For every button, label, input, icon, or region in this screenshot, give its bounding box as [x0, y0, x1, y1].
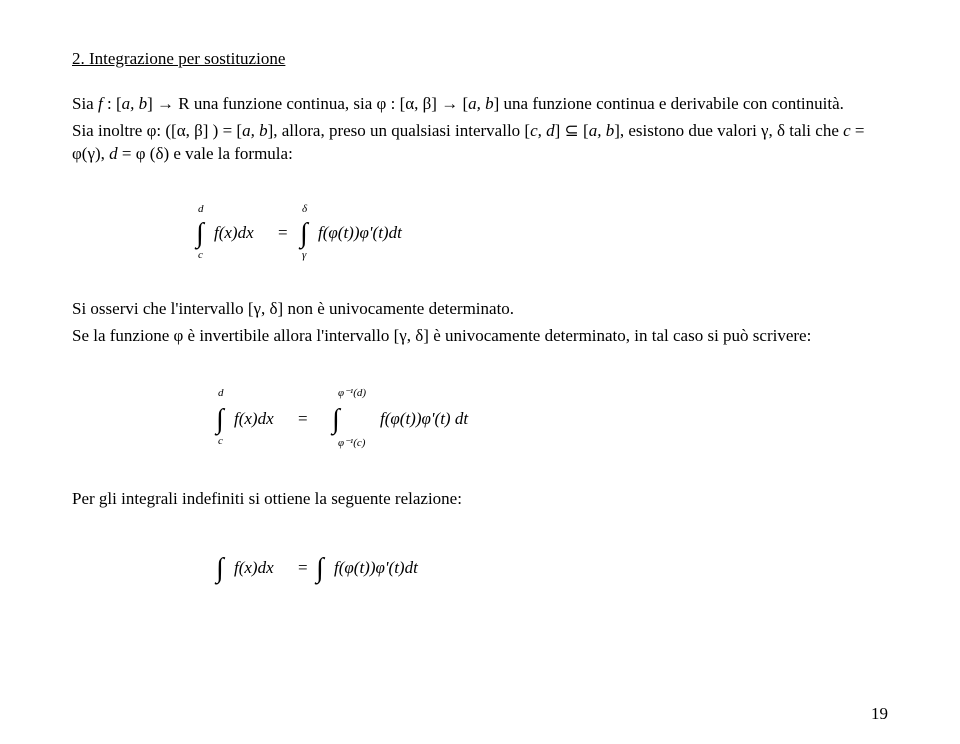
p2-c: ], allora, preso un qualsiasi intervallo…	[268, 121, 530, 140]
p1-e: ] → R una funzione continua, sia φ : [α,…	[147, 94, 468, 113]
svg-text:γ: γ	[302, 249, 307, 261]
p1-a: Sia	[72, 94, 98, 113]
p2-k: = φ (δ) e vale la formula:	[118, 144, 293, 163]
svg-text:∫: ∫	[194, 218, 206, 250]
p2-d: c, d	[530, 121, 555, 140]
paragraph-2: Sia inoltre φ: ([α, β] ) = [a, b], allor…	[72, 120, 888, 166]
svg-text:f(x)dx: f(x)dx	[234, 558, 274, 577]
formula-2: d ∫ c f(x)dx = φ⁻¹(d) ∫ φ⁻¹(c) f(φ(t))φ'…	[212, 384, 888, 452]
p1-f: a, b	[468, 94, 494, 113]
svg-text:f(φ(t))φ'(t) dt: f(φ(t))φ'(t) dt	[380, 409, 469, 428]
paragraph-1: Sia f : [a, b] → R una funzione continua…	[72, 93, 888, 116]
svg-text:=: =	[278, 223, 288, 242]
svg-text:c: c	[198, 249, 203, 261]
svg-text:∫: ∫	[214, 553, 226, 585]
svg-text:δ: δ	[302, 203, 308, 215]
formula-3: ∫ f(x)dx = ∫ f(φ(t))φ'(t)dt	[212, 539, 888, 593]
svg-text:=: =	[298, 558, 308, 577]
p2-j: d	[109, 144, 118, 163]
section-heading: 2. Integrazione per sostituzione	[72, 48, 888, 71]
svg-text:c: c	[218, 435, 223, 447]
svg-text:φ⁻¹(d): φ⁻¹(d)	[338, 387, 366, 399]
svg-text:∫: ∫	[298, 218, 310, 250]
observation: Si osservi che l'intervallo [γ, δ] non è…	[72, 298, 888, 321]
svg-text:∫: ∫	[214, 404, 226, 436]
p2-b: a, b	[242, 121, 268, 140]
svg-text:=: =	[298, 409, 308, 428]
svg-text:f(φ(t))φ'(t)dt: f(φ(t))φ'(t)dt	[318, 223, 403, 242]
svg-text:f(φ(t))φ'(t)dt: f(φ(t))φ'(t)dt	[334, 558, 419, 577]
p2-h: c	[843, 121, 851, 140]
formula-1: d ∫ c f(x)dx = δ ∫ γ f(φ(t))φ'(t)dt	[192, 202, 888, 262]
svg-text:d: d	[198, 203, 204, 215]
svg-text:∫: ∫	[330, 404, 342, 436]
p2-e: ] ⊆ [	[555, 121, 589, 140]
invertible-note: Se la funzione φ è invertibile allora l'…	[72, 325, 888, 348]
svg-text:φ⁻¹(c): φ⁻¹(c)	[338, 437, 366, 449]
p1-d: a, b	[122, 94, 148, 113]
p2-g: ], esistono due valori γ, δ tali che	[614, 121, 843, 140]
p1-g: ] una funzione continua e derivabile con…	[494, 94, 844, 113]
svg-text:f(x)dx: f(x)dx	[234, 409, 274, 428]
p1-c: : [	[103, 94, 122, 113]
svg-text:f(x)dx: f(x)dx	[214, 223, 254, 242]
page-number: 19	[871, 703, 888, 726]
p2-f: a, b	[589, 121, 615, 140]
svg-text:d: d	[218, 387, 224, 399]
indefinite-note: Per gli integrali indefiniti si ottiene …	[72, 488, 888, 511]
p2-a: Sia inoltre φ: ([α, β] ) = [	[72, 121, 242, 140]
svg-text:∫: ∫	[314, 553, 326, 585]
